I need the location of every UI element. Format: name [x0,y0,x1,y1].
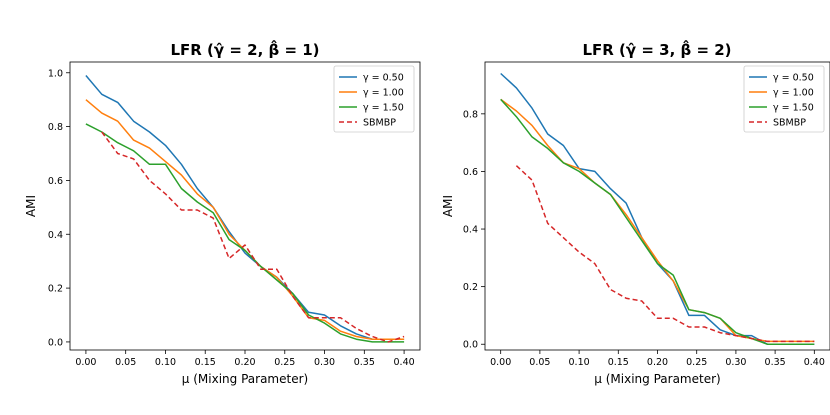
legend-label: γ = 0.50 [363,73,404,84]
legend-label: γ = 1.50 [773,103,814,114]
y-tick-label: 0.4 [463,225,478,236]
x-tick-label: 0.10 [569,357,590,368]
x-tick-label: 0.40 [804,357,825,368]
y-tick-label: 0.6 [463,167,478,178]
series-line-gamma-0 [85,75,405,340]
x-tick-label: 0.15 [195,357,216,368]
y-tick-label: 0.0 [463,340,478,351]
y-tick-label: 0.0 [48,337,63,348]
legend-label: γ = 1.00 [773,88,814,99]
legend-label: γ = 1.50 [363,103,404,114]
x-tick-label: 0.20 [234,357,255,368]
x-axis-label: μ (Mixing Parameter) [594,372,720,386]
y-tick-label: 0.8 [463,109,478,120]
legend-label: γ = 1.00 [363,88,404,99]
x-tick-label: 0.05 [115,357,136,368]
legend: γ = 0.50 γ = 1.00 γ = 1.50 SBMBP [743,65,825,133]
x-tick-label: 0.35 [354,357,375,368]
series-line-gamma-2 [500,98,815,345]
series-line-gamma-1 [500,98,815,343]
series-line-sbmbp [101,131,405,343]
y-tick-label: 0.8 [48,122,63,133]
x-tick-label: 0.25 [274,357,295,368]
legend-label: γ = 0.50 [773,73,814,84]
x-tick-label: 0.00 [490,357,511,368]
y-tick-label: 0.2 [48,284,63,295]
x-tick-label: 0.30 [725,357,746,368]
x-tick-label: 0.25 [686,357,707,368]
x-tick-label: 0.30 [314,357,335,368]
x-tick-label: 0.40 [394,357,415,368]
x-axis-label: μ (Mixing Parameter) [182,372,308,386]
legend: γ = 0.50 γ = 1.00 γ = 1.50 SBMBP [333,65,415,133]
legend-box [743,65,825,133]
y-tick-label: 0.6 [48,176,63,187]
y-tick-label: 0.2 [463,282,478,293]
chart-left: LFR (γ̂ = 2, β̂ = 1)0.00 0.05 0.10 0.15 0.20… [24,39,421,386]
y-axis-label: AMI [24,195,38,217]
y-tick-label: 0.4 [48,230,63,241]
series-line-sbmbp [515,165,815,343]
x-tick-label: 0.00 [75,357,96,368]
y-axis-label: AMI [441,195,455,217]
x-tick-label: 0.10 [155,357,176,368]
y-tick-label: 1.0 [48,68,63,79]
series-line-gamma-2 [85,123,405,343]
chart-title: LFR (γ̂ = 3, β̂ = 2) [582,39,731,59]
legend-label: SBMBP [773,118,806,129]
x-tick-label: 0.15 [608,357,629,368]
series-line-gamma-1 [85,99,405,340]
legend-box [333,65,415,133]
legend-label: SBMBP [363,118,396,129]
x-tick-label: 0.05 [529,357,550,368]
chart-title: LFR (γ̂ = 2, β̂ = 1) [170,39,319,59]
chart-right: LFR (γ̂ = 3, β̂ = 2)0.00 0.05 0.10 0.15 0.20… [441,39,830,386]
x-tick-label: 0.35 [765,357,786,368]
x-tick-label: 0.20 [647,357,668,368]
